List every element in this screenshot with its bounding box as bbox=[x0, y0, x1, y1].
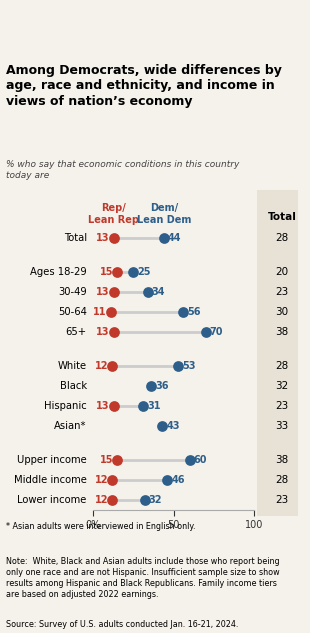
Point bbox=[145, 287, 150, 297]
Text: 50-64: 50-64 bbox=[58, 307, 87, 316]
Point bbox=[160, 420, 165, 430]
Text: Among Democrats, wide differences by
age, race and ethnicity, and income in
view: Among Democrats, wide differences by age… bbox=[6, 63, 282, 108]
Text: Black: Black bbox=[60, 380, 87, 391]
Text: 23: 23 bbox=[276, 494, 289, 505]
Text: 28: 28 bbox=[276, 233, 289, 243]
Point bbox=[162, 233, 166, 243]
Text: 12: 12 bbox=[95, 494, 108, 505]
Text: Lower income: Lower income bbox=[17, 494, 87, 505]
Text: 36: 36 bbox=[155, 380, 169, 391]
Text: 28: 28 bbox=[276, 475, 289, 485]
Text: 44: 44 bbox=[168, 233, 181, 243]
Text: 13: 13 bbox=[96, 327, 110, 337]
Point bbox=[176, 361, 181, 371]
Text: Total: Total bbox=[268, 211, 297, 222]
Point bbox=[110, 475, 115, 485]
Point bbox=[115, 454, 120, 465]
Point bbox=[108, 307, 113, 317]
Text: Total: Total bbox=[64, 233, 87, 243]
Text: Rep/
Lean Rep: Rep/ Lean Rep bbox=[88, 203, 140, 225]
Text: 30-49: 30-49 bbox=[58, 287, 87, 297]
Text: 31: 31 bbox=[147, 401, 161, 411]
Text: Source: Survey of U.S. adults conducted Jan. 16-21, 2024.: Source: Survey of U.S. adults conducted … bbox=[6, 620, 239, 629]
Point bbox=[112, 287, 117, 297]
Text: 56: 56 bbox=[187, 307, 201, 316]
Text: 32: 32 bbox=[276, 380, 289, 391]
Text: 23: 23 bbox=[276, 401, 289, 411]
Point bbox=[203, 327, 208, 337]
Text: 34: 34 bbox=[152, 287, 165, 297]
Point bbox=[165, 475, 170, 485]
Text: % who say that economic conditions in this country
today are: % who say that economic conditions in th… bbox=[6, 160, 240, 180]
Point bbox=[142, 494, 147, 505]
Text: 13: 13 bbox=[96, 233, 110, 243]
Text: 38: 38 bbox=[276, 454, 289, 465]
Text: 28: 28 bbox=[276, 361, 289, 371]
Text: 38: 38 bbox=[276, 327, 289, 337]
Point bbox=[112, 233, 117, 243]
Text: White: White bbox=[58, 361, 87, 371]
Point bbox=[131, 266, 136, 277]
Text: 15: 15 bbox=[100, 267, 113, 277]
Text: Middle income: Middle income bbox=[14, 475, 87, 485]
Point bbox=[115, 266, 120, 277]
Text: Dem/
Lean Dem: Dem/ Lean Dem bbox=[137, 203, 191, 225]
Point bbox=[110, 494, 115, 505]
Text: 11: 11 bbox=[93, 307, 107, 316]
Text: 20: 20 bbox=[276, 267, 289, 277]
Point bbox=[148, 380, 153, 391]
Point bbox=[112, 401, 117, 411]
Text: 53: 53 bbox=[183, 361, 196, 371]
Text: Hispanic: Hispanic bbox=[44, 401, 87, 411]
Text: 33: 33 bbox=[276, 421, 289, 430]
Text: 15: 15 bbox=[100, 454, 113, 465]
Text: 32: 32 bbox=[148, 494, 162, 505]
Text: Ages 18-29: Ages 18-29 bbox=[30, 267, 87, 277]
Text: % who say that economic conditions in this country
today are: % who say that economic conditions in th… bbox=[6, 160, 240, 180]
Point bbox=[181, 307, 186, 317]
Text: Asian*: Asian* bbox=[54, 421, 87, 430]
Text: 13: 13 bbox=[96, 287, 110, 297]
Point bbox=[112, 327, 117, 337]
Point bbox=[140, 401, 145, 411]
Text: 60: 60 bbox=[194, 454, 207, 465]
Text: 43: 43 bbox=[166, 421, 180, 430]
Point bbox=[110, 361, 115, 371]
Text: Note:  White, Black and Asian adults include those who report being
only one rac: Note: White, Black and Asian adults incl… bbox=[6, 557, 280, 599]
Text: 65+: 65+ bbox=[66, 327, 87, 337]
Text: 25: 25 bbox=[137, 267, 151, 277]
Text: 13: 13 bbox=[96, 401, 110, 411]
Text: 46: 46 bbox=[171, 475, 185, 485]
Point bbox=[187, 454, 192, 465]
Text: Upper income: Upper income bbox=[17, 454, 87, 465]
Text: 30: 30 bbox=[276, 307, 289, 316]
Text: 70: 70 bbox=[210, 327, 224, 337]
Text: * Asian adults were interviewed in English only.: * Asian adults were interviewed in Engli… bbox=[6, 522, 196, 531]
Text: 12: 12 bbox=[95, 475, 108, 485]
Text: 23: 23 bbox=[276, 287, 289, 297]
Text: 12: 12 bbox=[95, 361, 108, 371]
